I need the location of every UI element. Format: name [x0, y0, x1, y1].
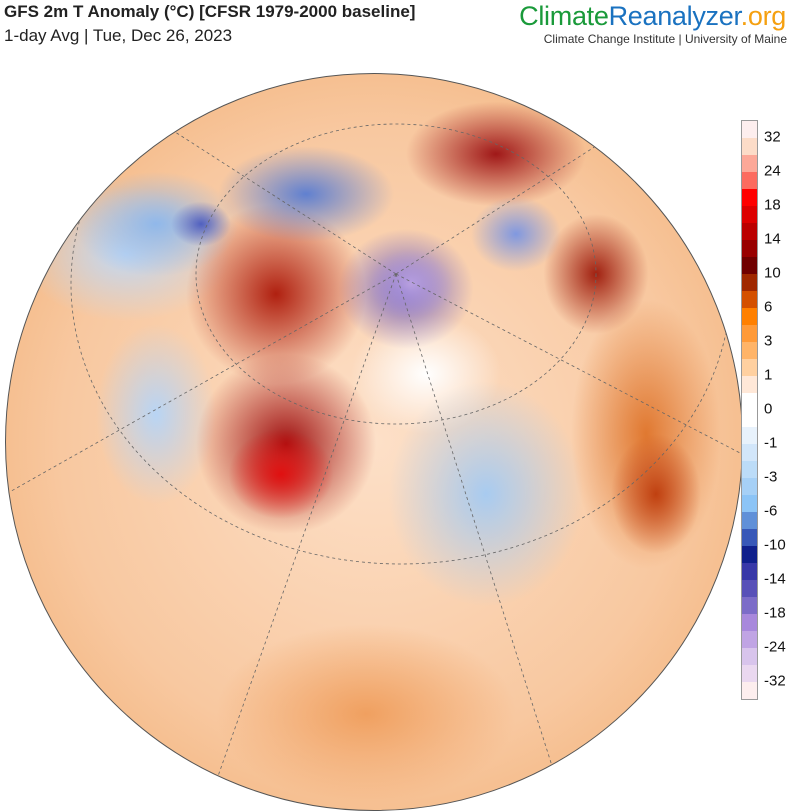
- colorbar-bin: [742, 665, 757, 682]
- map-title: GFS 2m T Anomaly (°C) [CFSR 1979-2000 ba…: [4, 2, 416, 21]
- colorbar-label: 3: [764, 332, 773, 350]
- map-subtitle: 1-day Avg | Tue, Dec 26, 2023: [4, 26, 233, 45]
- colorbar-bin: [742, 274, 757, 291]
- colorbar-bin: [742, 257, 757, 274]
- brand-logo[interactable]: ClimateReanalyzer.org: [519, 1, 786, 32]
- colorbar-bin: [742, 495, 757, 512]
- brand-part-reanalyzer: Reanalyzer: [608, 1, 741, 31]
- colorbar-label: 32: [764, 128, 781, 146]
- colorbar-bin: [742, 461, 757, 478]
- colorbar-label: 1: [764, 366, 773, 384]
- colorbar-bin: [742, 291, 757, 308]
- colorbar-bin: [742, 138, 757, 155]
- colorbar-bin: [742, 580, 757, 597]
- colorbar-label: -18: [764, 604, 786, 622]
- colorbar-label: -1: [764, 434, 778, 452]
- colorbar-bin: [742, 631, 757, 648]
- colorbar-bin: [742, 308, 757, 325]
- colorbar-bin: [742, 342, 757, 359]
- colorbar-bin: [742, 410, 757, 427]
- colorbar-bin: [742, 478, 757, 495]
- graticule: [6, 74, 742, 810]
- colorbar-label: 14: [764, 230, 781, 248]
- colorbar: [741, 120, 758, 700]
- colorbar-label: -6: [764, 502, 778, 520]
- brand-part-climate: Climate: [519, 1, 609, 31]
- colorbar-bin: [742, 427, 757, 444]
- colorbar-bin: [742, 359, 757, 376]
- institute-label: Climate Change Institute | University of…: [543, 32, 787, 46]
- colorbar-bin: [742, 648, 757, 665]
- colorbar-label: 10: [764, 264, 781, 282]
- colorbar-label: -32: [764, 672, 786, 690]
- colorbar-label: -14: [764, 570, 786, 588]
- colorbar-bin: [742, 376, 757, 393]
- colorbar-bin: [742, 393, 757, 410]
- colorbar-label: -10: [764, 536, 786, 554]
- colorbar-bin: [742, 155, 757, 172]
- colorbar-bin: [742, 512, 757, 529]
- colorbar-bin: [742, 240, 757, 257]
- colorbar-bin: [742, 546, 757, 563]
- colorbar-bin: [742, 223, 757, 240]
- colorbar-bin: [742, 121, 757, 138]
- colorbar-label: -24: [764, 638, 786, 656]
- colorbar-labels: 32 24 18 14 10 6 3 1 0 -1 -3 -6 -10 -14 -18 -24 -32: [764, 120, 800, 698]
- colorbar-bin: [742, 614, 757, 631]
- colorbar-bin: [742, 529, 757, 546]
- colorbar-label: 0: [764, 400, 773, 418]
- colorbar-label: 24: [764, 162, 781, 180]
- colorbar-bin: [742, 444, 757, 461]
- colorbar-bin: [742, 563, 757, 580]
- colorbar-bin: [742, 597, 757, 614]
- colorbar-label: -3: [764, 468, 778, 486]
- colorbar-label: 18: [764, 196, 781, 214]
- temperature-anomaly-globe: [5, 73, 743, 811]
- colorbar-bin: [742, 325, 757, 342]
- brand-part-org: .org: [740, 1, 787, 31]
- colorbar-label: 6: [764, 298, 773, 316]
- colorbar-bin: [742, 206, 757, 223]
- colorbar-bin: [742, 682, 757, 699]
- colorbar-bin: [742, 189, 757, 206]
- colorbar-bin: [742, 172, 757, 189]
